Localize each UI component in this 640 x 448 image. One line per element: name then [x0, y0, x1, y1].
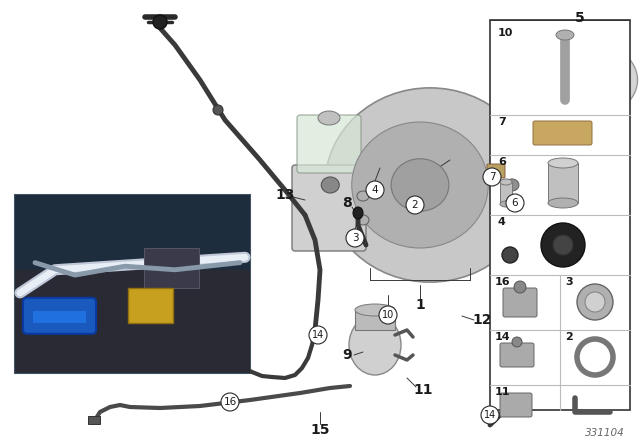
Ellipse shape	[543, 43, 637, 117]
Circle shape	[221, 393, 239, 411]
Text: 6: 6	[512, 198, 518, 208]
Bar	[490, 20, 630, 410]
Circle shape	[153, 15, 167, 29]
Text: 3: 3	[565, 277, 573, 287]
Circle shape	[553, 235, 573, 255]
Text: 4: 4	[498, 217, 506, 227]
FancyBboxPatch shape	[292, 165, 366, 251]
Bar	[15, 195, 250, 270]
Ellipse shape	[318, 111, 340, 125]
FancyBboxPatch shape	[500, 393, 532, 417]
Text: 15: 15	[310, 423, 330, 437]
Bar	[144, 248, 199, 289]
Text: 14: 14	[312, 330, 324, 340]
Text: 2: 2	[412, 200, 419, 210]
Ellipse shape	[352, 122, 488, 248]
Text: 14: 14	[495, 332, 511, 342]
Bar	[88, 416, 100, 424]
Ellipse shape	[349, 315, 401, 375]
FancyBboxPatch shape	[533, 121, 592, 145]
Circle shape	[366, 181, 384, 199]
Text: 10: 10	[382, 310, 394, 320]
Text: 11: 11	[413, 383, 433, 397]
Ellipse shape	[357, 191, 369, 201]
Circle shape	[512, 337, 522, 347]
Text: 7: 7	[498, 117, 506, 127]
Ellipse shape	[355, 304, 395, 316]
Circle shape	[585, 292, 605, 312]
Text: 12: 12	[472, 313, 492, 327]
FancyBboxPatch shape	[500, 343, 534, 367]
Bar	[500, 182, 512, 204]
Circle shape	[483, 168, 501, 186]
Circle shape	[577, 284, 613, 320]
Ellipse shape	[357, 215, 369, 225]
Text: 5: 5	[575, 11, 585, 25]
Ellipse shape	[500, 201, 512, 207]
Text: 7: 7	[489, 172, 495, 182]
Ellipse shape	[353, 207, 363, 219]
Text: 6: 6	[498, 157, 506, 167]
Ellipse shape	[548, 158, 578, 168]
Ellipse shape	[556, 30, 574, 40]
FancyBboxPatch shape	[23, 298, 96, 334]
Bar	[490, 20, 630, 21]
Bar	[15, 195, 250, 373]
Circle shape	[514, 281, 526, 293]
Text: 3: 3	[352, 233, 358, 243]
Ellipse shape	[565, 61, 615, 99]
Text: 11: 11	[495, 387, 511, 397]
Circle shape	[502, 247, 518, 263]
Ellipse shape	[321, 177, 339, 193]
Text: 2: 2	[565, 332, 573, 342]
Text: 1: 1	[415, 298, 425, 312]
Ellipse shape	[500, 179, 512, 185]
Circle shape	[541, 223, 585, 267]
Bar	[15, 270, 250, 373]
Text: 10: 10	[498, 28, 513, 38]
Text: 16: 16	[223, 397, 237, 407]
Text: 14: 14	[484, 410, 496, 420]
Bar	[355, 310, 395, 330]
Circle shape	[406, 196, 424, 214]
Ellipse shape	[548, 198, 578, 208]
Bar	[128, 288, 173, 323]
Bar	[548, 163, 578, 203]
Text: 4: 4	[372, 185, 378, 195]
Text: 13: 13	[275, 188, 294, 202]
Circle shape	[346, 229, 364, 247]
Text: 8: 8	[342, 196, 352, 210]
FancyBboxPatch shape	[503, 288, 537, 317]
Circle shape	[213, 105, 223, 115]
Circle shape	[379, 306, 397, 324]
Circle shape	[506, 194, 524, 212]
Text: 16: 16	[495, 277, 511, 287]
Bar	[33, 311, 86, 323]
Text: 331104: 331104	[585, 428, 625, 438]
FancyBboxPatch shape	[487, 164, 505, 178]
Circle shape	[309, 326, 327, 344]
Circle shape	[481, 406, 499, 424]
Ellipse shape	[391, 159, 449, 211]
FancyBboxPatch shape	[297, 115, 361, 173]
Text: 9: 9	[342, 348, 352, 362]
Ellipse shape	[505, 179, 519, 191]
Ellipse shape	[325, 88, 535, 282]
